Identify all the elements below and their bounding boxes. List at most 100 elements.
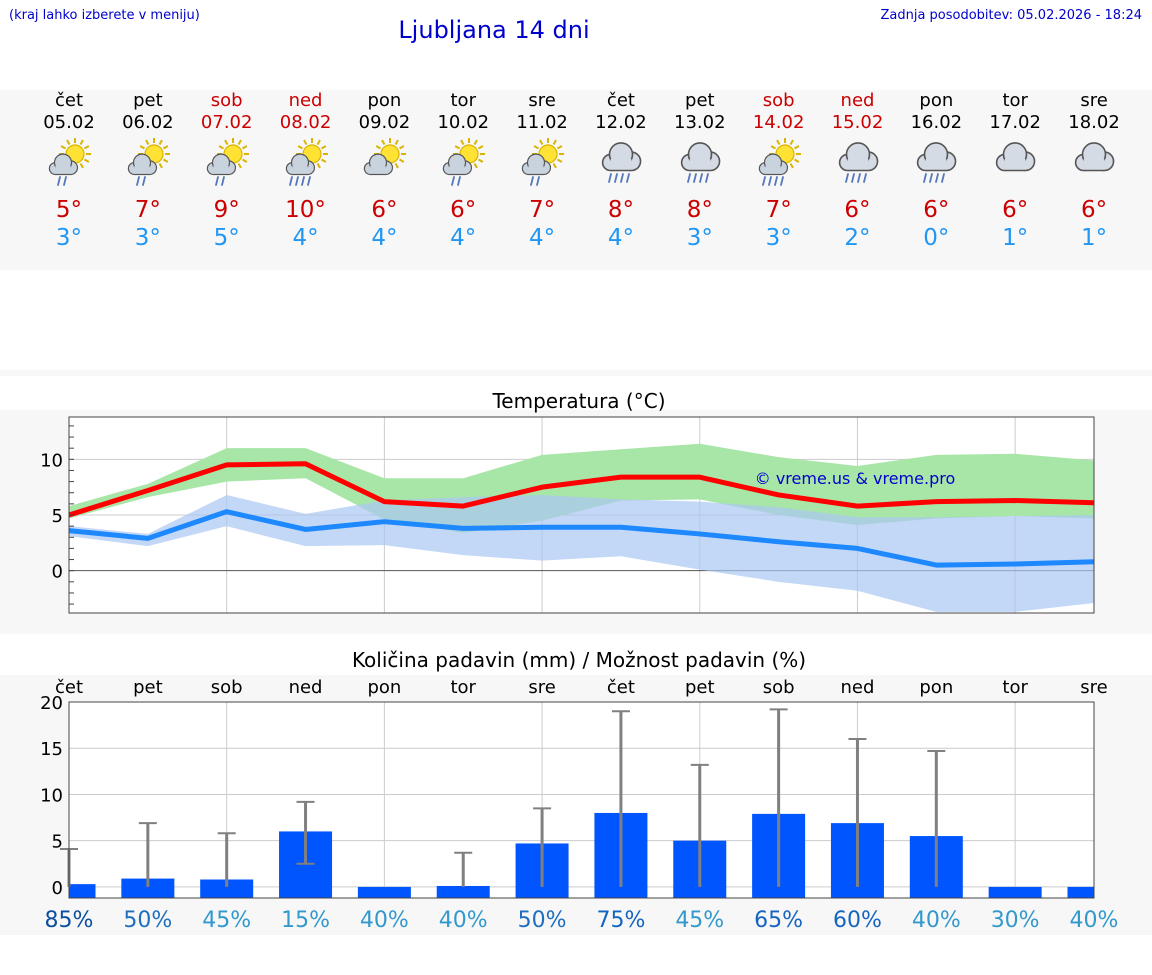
min-temperature: 2° [844,225,871,251]
sun-cloud-rain-heavy-icon [285,138,328,186]
y-tick-label: 15 [40,739,63,760]
day-date: 12.02 [595,112,647,133]
max-temperature: 8° [607,197,634,223]
day-column: tor 10.02 6° 4° [423,90,503,252]
day-date: 13.02 [674,112,726,133]
x-day-label: sre [528,677,555,698]
cloud-rain-heavy-icon [838,142,878,183]
day-name: sob [210,90,243,111]
day-date: 11.02 [516,112,568,133]
x-day-label: sob [211,677,243,698]
error-bar [611,710,630,887]
cloud-rain-heavy-icon [601,142,642,183]
precip-probability: 50% [518,908,567,933]
day-name: pon [919,90,954,111]
day-name: čet [54,90,84,111]
error-bar [138,822,157,887]
precip-bar [121,878,175,898]
precip-probability: 45% [675,908,724,933]
max-temperature: 7° [134,197,161,223]
x-day-label: ned [289,677,323,698]
x-day-label: sob [763,677,795,698]
precip-bar [988,886,1042,898]
plot-frame [68,701,1095,899]
spacer-band [0,370,1152,376]
precip-bar [200,879,254,898]
y-tick-label: 10 [40,785,63,806]
max-temperature: 6° [450,197,477,223]
error-bar [690,763,709,887]
precip-probability: 65% [754,908,803,933]
day-date: 14.02 [752,112,805,133]
sun-cloud-rain-light-icon [48,138,91,186]
max-temperature-line [68,461,1095,518]
day-column: ned 08.02 10° 4° [266,90,346,252]
day-column: sre 18.02 6° 1° [1054,90,1134,252]
day-name: pet [133,90,163,111]
error-bar [848,737,867,887]
day-column: tor 17.02 6° 1° [975,90,1055,252]
min-temperature: 4° [529,225,556,251]
day-date: 10.02 [437,112,490,133]
day-column: čet 12.02 8° 4° [581,90,661,252]
location-menu-note: (kraj lahko izberete v meniju) [9,8,200,23]
cloud-rain-heavy-icon [680,142,721,183]
min-temperature: 4° [450,225,477,251]
y-tick-label: 0 [52,562,63,583]
x-day-label: pon [367,677,401,698]
chart-title: Temperatura (°C) [491,389,665,413]
day-date: 07.02 [200,112,253,133]
x-day-label: pon [919,677,953,698]
min-temperature: 3° [55,225,83,251]
day-name: ned [840,90,875,111]
precip-probability: 15% [281,908,330,933]
page-title: Ljubljana 14 dni [398,16,590,44]
x-day-label: sre [1080,677,1107,698]
min-temperature: 1° [1080,225,1108,251]
max-temperature: 5° [55,197,83,223]
day-column: sob 14.02 7° 3° [739,90,819,252]
sun-cloud-icon [364,138,407,176]
min-temperature: 5° [213,225,240,251]
daily-forecast-strip: čet 05.02 5° 3° pet 06.02 7° 3° sob 07.02 9° 5° ned 0… [0,90,1152,270]
sun-cloud-rain-light-icon [521,138,565,186]
chart-title: Količina padavin (mm) / Možnost padavin … [352,648,806,672]
day-date: 09.02 [358,112,411,133]
precip-probability: 30% [991,908,1040,933]
watermark: © vreme.us & vreme.pro [755,469,956,488]
x-day-label: čet [607,677,635,698]
day-date: 08.02 [279,112,332,133]
sun-cloud-rain-heavy-icon [758,138,801,186]
day-date: 06.02 [122,112,174,133]
precip-bar [357,886,411,898]
sun-cloud-rain-light-icon [127,138,170,186]
day-date: 15.02 [831,112,884,133]
error-bar [454,851,473,887]
max-temperature: 10° [285,197,326,223]
min-temperature: 0° [923,225,950,251]
min-temperature: 4° [292,225,319,251]
min-temperature: 3° [134,225,161,251]
last-updated: Zadnja posodobitev: 05.02.2026 - 18:24 [880,8,1142,23]
day-column: ned 15.02 6° 2° [818,90,898,252]
day-name: pon [367,90,402,111]
precip-probability: 45% [202,908,251,933]
precip-probability: 50% [123,908,172,933]
day-column: pet 13.02 8° 3° [660,90,740,252]
day-name: sre [528,90,556,111]
day-name: ned [288,90,323,111]
precip-bar [69,884,96,898]
max-temperature: 6° [371,197,398,223]
day-name: tor [1002,90,1028,111]
cloud-icon [1074,142,1115,172]
error-bar [217,832,236,887]
day-column: čet 05.02 5° 3° [29,90,109,252]
max-temperature: 6° [1002,197,1029,223]
day-name: sre [1080,90,1108,111]
error-bar [533,807,552,887]
error-bar [769,708,788,887]
precip-probability: 40% [1070,908,1119,933]
precipitation-chart: Količina padavin (mm) / Možnost padavin … [40,648,1119,933]
max-temperature: 9° [213,197,240,223]
error-bar [296,800,315,865]
